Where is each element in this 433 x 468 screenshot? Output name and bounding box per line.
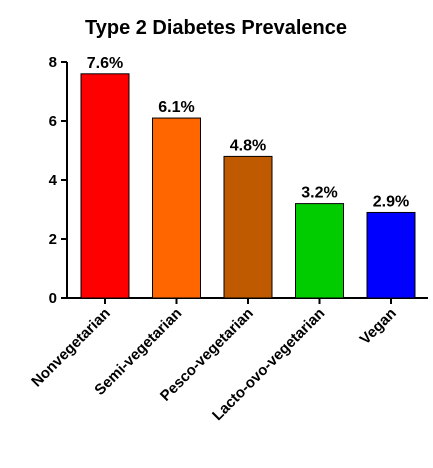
y-tick-label: 2 <box>49 231 57 248</box>
bar <box>80 73 130 299</box>
data-label: 6.1% <box>158 99 194 116</box>
bar <box>223 155 273 299</box>
bars <box>80 73 416 299</box>
y-tick-label: 0 <box>49 290 57 307</box>
data-label: 4.8% <box>230 137 266 154</box>
data-labels: 7.6% 6.1% 4.8% 3.2% 2.9% <box>87 55 409 211</box>
y-tick-label: 8 <box>49 54 57 71</box>
data-label: 3.2% <box>301 185 337 202</box>
bar <box>366 211 416 299</box>
data-label: 7.6% <box>87 55 123 72</box>
y-tick-label: 6 <box>49 113 57 130</box>
x-category-labels: NonvegetarianSemi-vegetarianPesco-vegeta… <box>28 305 400 424</box>
y-tick-label: 4 <box>49 172 58 189</box>
category-label: Vegan <box>357 305 400 348</box>
data-label: 2.9% <box>373 193 409 210</box>
bar <box>295 203 344 299</box>
chart-title: Type 2 Diabetes Prevalence <box>85 17 347 39</box>
y-tick-labels: 0 2 4 6 8 <box>49 54 58 307</box>
bar <box>152 117 201 299</box>
